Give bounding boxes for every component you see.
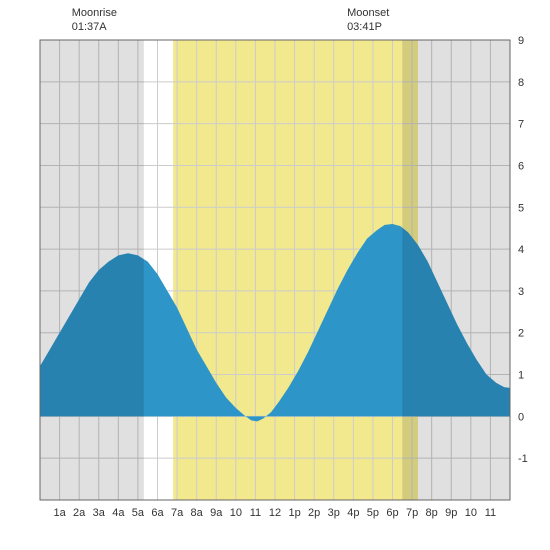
header-title-1: Moonset xyxy=(347,7,389,19)
y-tick-label: 5 xyxy=(518,202,524,214)
x-tick-label: 1a xyxy=(53,507,66,519)
x-tick-label: 8a xyxy=(191,507,204,519)
y-tick-label: 3 xyxy=(518,286,524,298)
plot-area xyxy=(40,40,510,500)
x-tick-label: 9a xyxy=(210,507,223,519)
y-tick-label: 6 xyxy=(518,160,524,172)
y-tick-label: 8 xyxy=(518,77,524,89)
night-shade-1 xyxy=(402,40,510,500)
x-tick-label: 3a xyxy=(93,507,106,519)
x-tick-label: 4p xyxy=(347,507,359,519)
y-tick-label: 0 xyxy=(518,411,524,423)
header-time-1: 03:41P xyxy=(347,21,382,33)
x-tick-label: 6a xyxy=(151,507,164,519)
x-tick-label: 4a xyxy=(112,507,125,519)
x-tick-label: 7a xyxy=(171,507,184,519)
y-tick-label: 2 xyxy=(518,328,524,340)
tide-chart: 1a2a3a4a5a6a7a8a9a1011121p2p3p4p5p6p7p8p… xyxy=(0,0,550,550)
x-tick-label: 5p xyxy=(367,507,379,519)
header-time-0: 01:37A xyxy=(72,21,108,33)
x-tick-label: 6p xyxy=(386,507,398,519)
x-tick-label: 11 xyxy=(250,507,261,519)
x-tick-label: 5a xyxy=(132,507,145,519)
x-tick-label: 10 xyxy=(230,507,242,519)
x-tick-label: 11 xyxy=(485,507,496,519)
x-tick-label: 7p xyxy=(406,507,418,519)
y-tick-label: -1 xyxy=(518,453,528,465)
x-tick-label: 9p xyxy=(445,507,457,519)
x-axis-labels: 1a 2a 3a 4a 5a 6a 7a 8a 9a 10 11 12 1p 2p 3p 4p 5p 6p 7p 8p… xyxy=(53,507,496,519)
x-tick-label: 3p xyxy=(328,507,340,519)
x-tick-label: 2p xyxy=(308,507,320,519)
y-tick-label: 7 xyxy=(518,119,524,131)
x-tick-label: 1p xyxy=(288,507,300,519)
header-title-0: Moonrise xyxy=(72,7,117,19)
x-tick-label: 2a xyxy=(73,507,86,519)
y-tick-label: 9 xyxy=(518,35,524,47)
night-shade-0 xyxy=(40,40,144,500)
y-tick-label: 4 xyxy=(518,244,524,256)
x-tick-label: 8p xyxy=(426,507,438,519)
y-tick-label: 1 xyxy=(518,370,524,382)
x-tick-label: 10 xyxy=(465,507,477,519)
x-tick-label: 12 xyxy=(269,507,281,519)
